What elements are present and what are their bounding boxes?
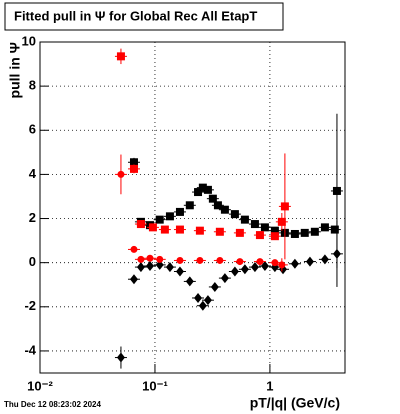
- point: [146, 254, 154, 262]
- point: [332, 248, 341, 259]
- point: [330, 225, 339, 234]
- point: [175, 207, 184, 216]
- point: [175, 266, 184, 277]
- point: [130, 245, 138, 253]
- point: [270, 226, 279, 235]
- point: [278, 261, 286, 269]
- point: [136, 262, 145, 273]
- point: [280, 202, 289, 211]
- point: [165, 262, 174, 273]
- point: [160, 225, 169, 234]
- point: [300, 228, 309, 237]
- point: [235, 228, 244, 237]
- point: [230, 266, 239, 277]
- y-tick-label: 10: [22, 33, 36, 48]
- point: [196, 256, 204, 264]
- y-tick-label: 8: [29, 78, 36, 93]
- point: [176, 256, 184, 264]
- point: [260, 223, 269, 232]
- plot-frame: [39, 41, 346, 374]
- x-axis-label: pT/|q| (GeV/c): [250, 395, 340, 411]
- point: [320, 223, 329, 232]
- point: [250, 220, 259, 229]
- point: [290, 229, 299, 238]
- point: [208, 194, 217, 203]
- point: [260, 260, 269, 271]
- point: [240, 215, 249, 224]
- y-tick-label: -2: [24, 298, 36, 313]
- point: [194, 292, 203, 303]
- point: [236, 258, 244, 266]
- y-tick-label: 2: [29, 210, 36, 225]
- y-tick-label: 6: [29, 122, 36, 137]
- point: [194, 188, 203, 197]
- point: [175, 225, 184, 234]
- point: [220, 273, 229, 284]
- title-box: [4, 2, 284, 31]
- point: [129, 158, 138, 167]
- point: [136, 220, 145, 229]
- point: [129, 274, 138, 285]
- y-tick-label: 0: [29, 254, 36, 269]
- point: [116, 52, 125, 61]
- y-axis-label: pull in Ψ: [7, 42, 23, 98]
- point: [137, 255, 145, 263]
- point: [305, 256, 314, 267]
- point: [203, 185, 212, 194]
- point: [320, 254, 329, 265]
- x-tick-label: 1: [266, 378, 273, 393]
- point: [215, 227, 224, 236]
- point: [155, 259, 164, 270]
- point: [129, 164, 138, 173]
- x-tick-label: 10⁻¹: [142, 378, 168, 393]
- point: [270, 232, 279, 241]
- point: [116, 352, 125, 363]
- point: [117, 170, 125, 178]
- point: [240, 264, 249, 275]
- point: [332, 186, 341, 195]
- y-tick-label: -4: [24, 342, 36, 357]
- point: [155, 215, 164, 224]
- point: [210, 281, 219, 292]
- chart-title: Fitted pull in Ψ for Global Rec All Etap…: [14, 8, 257, 23]
- x-tick-label: 10⁻²: [27, 378, 53, 393]
- point: [203, 295, 212, 306]
- y-tick-label: 4: [29, 166, 37, 181]
- point: [213, 201, 222, 210]
- point: [277, 217, 286, 226]
- point: [145, 260, 154, 271]
- point: [255, 231, 264, 240]
- point: [198, 183, 207, 192]
- point: [198, 300, 207, 311]
- timestamp: Thu Dec 12 08:23:02 2024: [4, 400, 101, 409]
- point: [220, 205, 229, 214]
- point: [195, 226, 204, 235]
- point: [250, 262, 259, 273]
- point: [165, 212, 174, 221]
- point: [185, 276, 194, 287]
- point: [185, 201, 194, 210]
- point: [148, 223, 157, 232]
- point: [156, 255, 164, 263]
- point: [290, 258, 299, 269]
- point: [230, 210, 239, 219]
- point: [256, 258, 264, 266]
- point: [216, 256, 224, 264]
- point: [310, 227, 319, 236]
